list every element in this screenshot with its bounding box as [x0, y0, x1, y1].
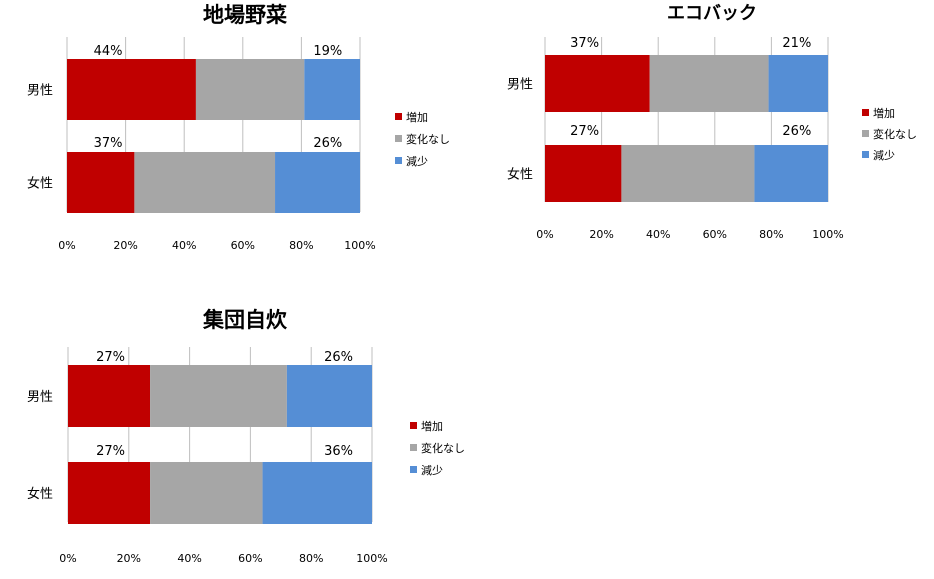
data-label: 37% [94, 136, 123, 151]
bar-male-0 [67, 59, 196, 120]
x-tick-label: 100% [344, 239, 375, 252]
bar-female-0 [67, 152, 135, 213]
x-tick-label: 0% [59, 552, 76, 565]
legend-swatch [395, 113, 402, 120]
data-label: 37% [570, 36, 599, 51]
x-tick-label: 40% [172, 239, 196, 252]
x-tick-label: 80% [299, 552, 323, 565]
x-tick-label: 0% [536, 228, 553, 241]
x-tick-label: 20% [113, 239, 137, 252]
legend-swatch [410, 444, 417, 451]
chart-title: 集団自炊 [202, 308, 288, 332]
category-label: 女性 [507, 167, 533, 183]
stacked-bar-chart-3: 集団自炊 0% 20% 40% 60% 80% 100% 男性 27% 26% 女性 27% 36% 増加… [27, 308, 465, 565]
bar-male-1 [195, 59, 305, 120]
x-tick-label: 100% [812, 228, 843, 241]
x-tick-label: 0% [58, 239, 75, 252]
stacked-bar-chart-2: エコバック 0% 20% 40% 60% 80% 100% 男性 37% 21% 女性 27% 26% 増… [507, 3, 917, 241]
bar-male-2 [304, 59, 360, 120]
bar-female-2 [754, 145, 828, 202]
legend-swatch [862, 130, 869, 137]
category-label: 女性 [27, 486, 53, 502]
legend-swatch [862, 109, 869, 116]
bar-male-0 [68, 365, 151, 427]
category-label: 男性 [507, 78, 533, 93]
x-tick-label: 80% [759, 228, 783, 241]
bar-male-1 [649, 55, 769, 112]
stacked-bar-chart-1: 地場野菜 0% 20% 40% 60% 80% 100% 男性 44% 19% 女性 37% 26% 増加… [27, 3, 450, 252]
x-tick-label: 60% [231, 239, 255, 252]
legend-swatch [395, 135, 402, 142]
data-label: 36% [324, 444, 353, 459]
bar-female-1 [150, 462, 263, 524]
data-label: 27% [570, 124, 599, 139]
data-label: 26% [324, 350, 353, 365]
legend-label: 変化なし [406, 132, 450, 146]
data-label: 21% [782, 36, 811, 51]
legend-label: 増加 [873, 107, 895, 120]
bar-female-2 [275, 152, 360, 213]
bar-female-1 [134, 152, 276, 213]
legend-label: 変化なし [873, 127, 917, 141]
legend-label: 減少 [406, 154, 428, 168]
chart-title: エコバック [667, 3, 757, 24]
x-tick-label: 80% [289, 239, 313, 252]
data-label: 19% [313, 44, 342, 59]
legend-label: 減少 [873, 148, 895, 162]
bar-male-2 [286, 365, 372, 427]
legend-label: 変化なし [421, 441, 465, 455]
legend-swatch [395, 157, 402, 164]
bar-female-0 [545, 145, 622, 202]
bar-male-0 [545, 55, 650, 112]
bar-female-2 [262, 462, 372, 524]
x-tick-label: 40% [646, 228, 670, 241]
bar-female-0 [68, 462, 151, 524]
legend-label: 減少 [421, 463, 443, 477]
legend-label: 増加 [406, 111, 428, 124]
data-label: 27% [96, 444, 125, 459]
data-label: 27% [96, 350, 125, 365]
bar-male-1 [150, 365, 287, 427]
x-tick-label: 20% [117, 552, 141, 565]
x-tick-label: 60% [703, 228, 727, 241]
legend-swatch [410, 466, 417, 473]
x-tick-label: 100% [356, 552, 387, 565]
bar-male-2 [768, 55, 828, 112]
data-label: 26% [782, 124, 811, 139]
category-label: 男性 [27, 84, 53, 99]
category-label: 女性 [27, 176, 53, 192]
legend-label: 増加 [421, 420, 443, 433]
legend-swatch [862, 151, 869, 158]
bar-female-1 [621, 145, 755, 202]
x-tick-label: 20% [589, 228, 613, 241]
x-tick-label: 60% [238, 552, 262, 565]
chart-title: 地場野菜 [203, 3, 287, 27]
category-label: 男性 [27, 390, 53, 405]
data-label: 44% [94, 44, 123, 59]
x-tick-label: 40% [177, 552, 201, 565]
data-label: 26% [313, 136, 342, 151]
legend-swatch [410, 422, 417, 429]
